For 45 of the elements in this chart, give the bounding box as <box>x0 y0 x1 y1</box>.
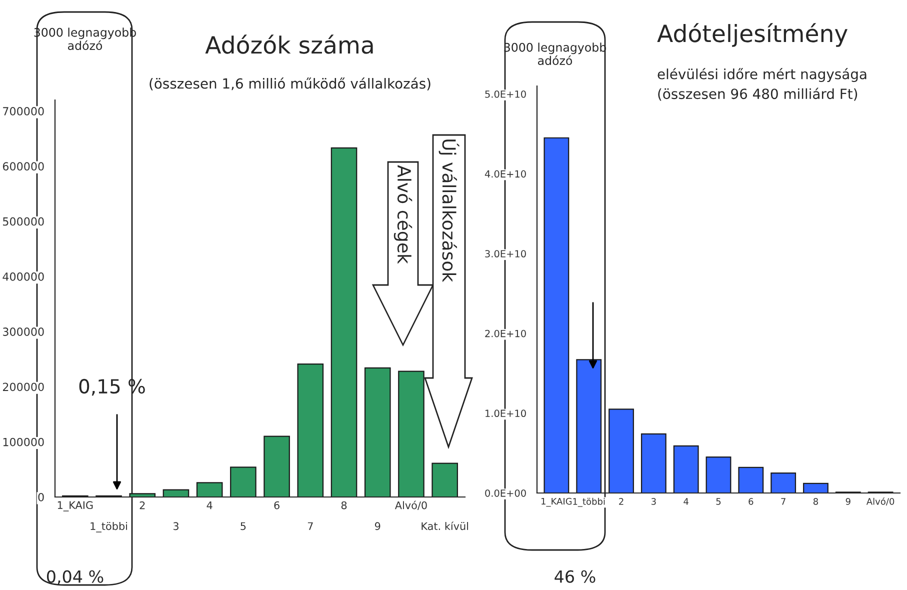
x-tick-label: 7 <box>308 522 313 530</box>
text: 46 % <box>554 570 596 583</box>
text: 0,04 % <box>46 570 104 585</box>
annotation: Új vállalkozások <box>438 140 460 282</box>
x-tick-label: Kat. kívül <box>422 522 468 530</box>
chart-title: Adózók száma <box>205 34 373 54</box>
x-tick-label: 9 <box>374 522 380 530</box>
x-tick-label: 7 <box>781 498 786 505</box>
y-tick-label: 400000 <box>2 272 44 281</box>
x-tick-label: 3 <box>173 522 178 530</box>
y-tick-label: 2.0E+10 <box>485 330 526 338</box>
y-tick-label: 5.0E+10 <box>485 90 526 98</box>
annotation: Alvó cégek <box>394 165 412 264</box>
x-tick-label: 2 <box>619 498 624 505</box>
y-tick-label: 0 <box>38 492 44 502</box>
x-tick-label: 1_KAIG <box>58 501 93 512</box>
x-tick-label: Alvó/0 <box>394 500 427 510</box>
y-tick-label: 1.0E+10 <box>486 410 526 418</box>
chart-subtitle: (összesen 1,6 millió működő vállalkozás) <box>150 77 430 90</box>
y-tick-label: 700000 <box>3 107 44 116</box>
chart-title: Adóteljesítmény <box>657 23 848 47</box>
x-tick-label: 8 <box>341 501 347 510</box>
x-tick-label: 3 <box>651 498 656 505</box>
x-tick-label: 9 <box>846 498 850 505</box>
y-tick-label: 4.0E+10 <box>484 170 526 178</box>
y-tick-label: 200000 <box>2 382 44 392</box>
x-tick-label: 6 <box>274 501 280 510</box>
x-tick-label: 5 <box>240 522 246 530</box>
x-tick-label: 1_többi <box>573 498 605 507</box>
x-tick-label: 1_KAIG <box>542 498 572 507</box>
x-tick-label: 4 <box>206 501 212 510</box>
x-tick-label: 2 <box>140 501 145 510</box>
y-tick-label: 3.0E+10 <box>485 250 526 258</box>
x-tick-label: 4 <box>684 498 688 505</box>
y-tick-label: 100000 <box>3 438 44 446</box>
x-tick-label: 8 <box>813 498 818 505</box>
x-tick-label: 6 <box>748 498 754 505</box>
y-tick-label: 300000 <box>3 328 44 336</box>
x-tick-label: Alvó/0 <box>866 498 894 506</box>
x-tick-label: 1_többi <box>90 522 127 532</box>
x-tick-label: 5 <box>716 498 721 505</box>
chart-subtitle: elévülési időre mért nagysága (összesen 96 480 milliárd Ft) <box>658 68 866 101</box>
y-tick-label: 600000 <box>2 162 44 171</box>
y-tick-label: 500000 <box>3 217 44 226</box>
y-tick-label: 0.0E+00 <box>485 489 526 497</box>
